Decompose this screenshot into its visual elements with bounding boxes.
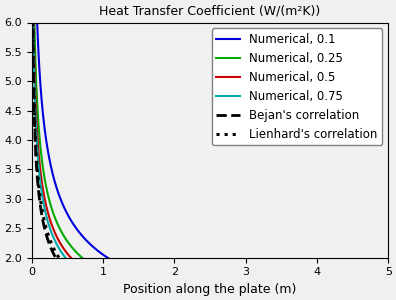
Line: Numerical, 0.1: Numerical, 0.1 <box>32 0 388 300</box>
Numerical, 0.25 <box>94 267 99 270</box>
Bejan's correlation <box>94 291 99 295</box>
Numerical, 0.1 <box>94 248 99 252</box>
Numerical, 0.1 <box>243 297 248 300</box>
X-axis label: Position along the plate (m): Position along the plate (m) <box>123 283 297 296</box>
Title: Heat Transfer Coefficient (W/(m²K)): Heat Transfer Coefficient (W/(m²K)) <box>99 4 321 17</box>
Numerical, 0.25 <box>166 293 171 296</box>
Numerical, 0.5 <box>166 299 171 300</box>
Line: Numerical, 0.5: Numerical, 0.5 <box>32 0 388 300</box>
Numerical, 0.75 <box>94 281 99 284</box>
Line: Numerical, 0.25: Numerical, 0.25 <box>32 0 388 300</box>
Line: Numerical, 0.75: Numerical, 0.75 <box>32 0 388 300</box>
Lienhard's correlation <box>94 287 99 291</box>
Legend: Numerical, 0.1, Numerical, 0.25, Numerical, 0.5, Numerical, 0.75, Bejan's correl: Numerical, 0.1, Numerical, 0.25, Numeric… <box>211 28 383 146</box>
Numerical, 0.5 <box>94 276 99 280</box>
Line: Bejan's correlation: Bejan's correlation <box>32 0 388 300</box>
Line: Lienhard's correlation: Lienhard's correlation <box>32 0 388 300</box>
Numerical, 0.1 <box>166 282 171 285</box>
